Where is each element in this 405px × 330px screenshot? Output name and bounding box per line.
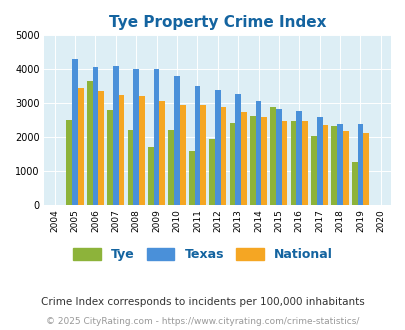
Bar — [159, 101, 165, 205]
Bar — [275, 109, 281, 205]
Bar — [194, 86, 200, 205]
Bar — [174, 76, 179, 205]
Legend: Tye, Texas, National: Tye, Texas, National — [68, 243, 337, 266]
Text: Crime Index corresponds to incidents per 100,000 inhabitants: Crime Index corresponds to incidents per… — [41, 297, 364, 307]
Bar — [127, 130, 133, 205]
Bar — [357, 124, 362, 205]
Bar — [330, 126, 337, 205]
Bar — [220, 107, 226, 205]
Bar — [92, 67, 98, 205]
Bar — [270, 107, 275, 205]
Title: Tye Property Crime Index: Tye Property Crime Index — [109, 15, 326, 30]
Bar — [342, 131, 348, 205]
Bar — [153, 69, 159, 205]
Bar — [310, 136, 316, 205]
Bar — [241, 112, 246, 205]
Bar — [351, 162, 357, 205]
Bar — [139, 96, 145, 205]
Bar — [133, 69, 139, 205]
Bar — [200, 105, 205, 205]
Bar — [98, 91, 104, 205]
Bar — [249, 116, 255, 205]
Bar — [214, 90, 220, 205]
Bar — [113, 66, 118, 205]
Bar — [118, 95, 124, 205]
Bar — [168, 130, 174, 205]
Bar — [281, 121, 287, 205]
Text: © 2025 CityRating.com - https://www.cityrating.com/crime-statistics/: © 2025 CityRating.com - https://www.city… — [46, 317, 359, 326]
Bar — [255, 101, 261, 205]
Bar — [188, 150, 194, 205]
Bar — [107, 110, 113, 205]
Bar — [290, 121, 296, 205]
Bar — [179, 105, 185, 205]
Bar — [78, 88, 83, 205]
Bar — [316, 117, 322, 205]
Bar — [72, 59, 78, 205]
Bar — [261, 117, 266, 205]
Bar — [209, 139, 214, 205]
Bar — [301, 121, 307, 205]
Bar — [337, 124, 342, 205]
Bar — [87, 81, 92, 205]
Bar — [296, 111, 301, 205]
Bar — [229, 123, 234, 205]
Bar — [66, 120, 72, 205]
Bar — [148, 147, 153, 205]
Bar — [234, 94, 241, 205]
Bar — [362, 133, 368, 205]
Bar — [322, 125, 327, 205]
